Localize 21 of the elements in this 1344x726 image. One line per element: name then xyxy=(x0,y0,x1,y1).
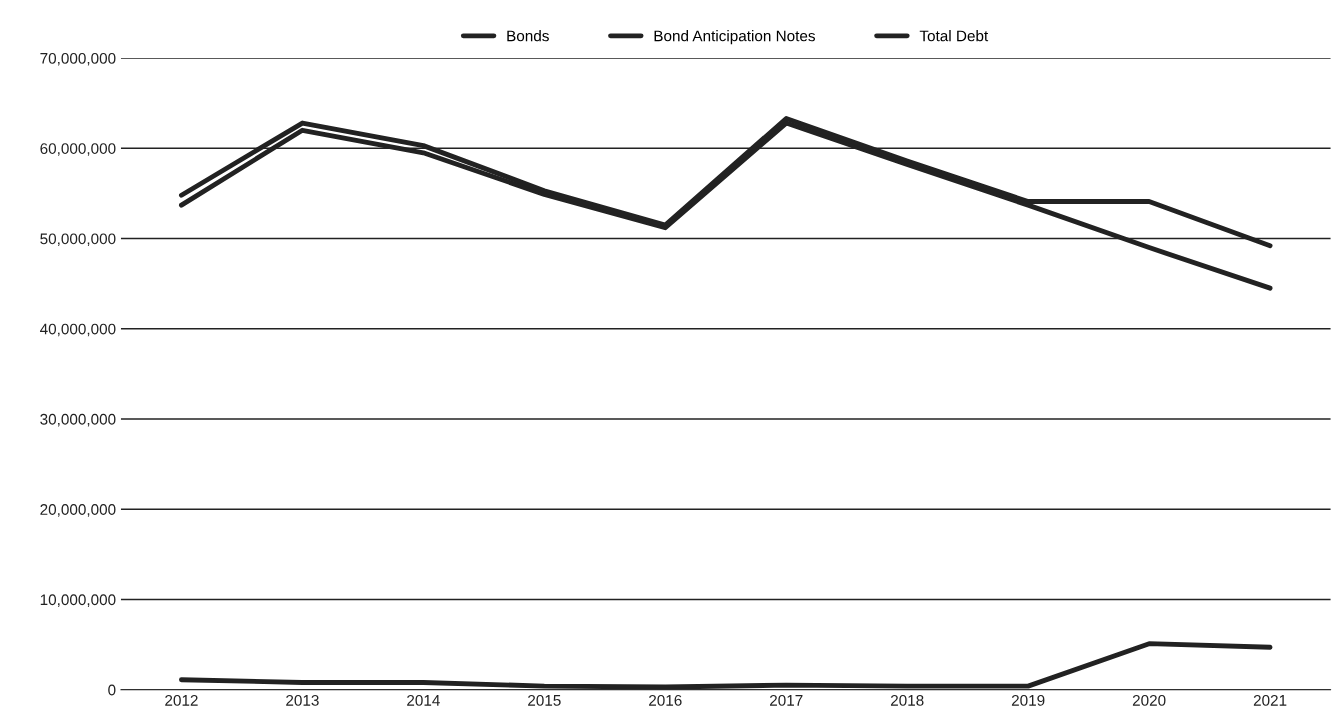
legend-label: Bond Anticipation Notes xyxy=(654,30,815,45)
y-tick-label: 30,000,000 xyxy=(40,413,116,427)
x-tick-label: 2013 xyxy=(286,694,319,706)
x-tick-label: 2015 xyxy=(528,694,561,706)
y-tick-label: 0 xyxy=(108,684,116,696)
x-tick-label: 2020 xyxy=(1132,694,1166,706)
y-tick-label: 50,000,000 xyxy=(40,233,116,247)
x-tick-label: 2018 xyxy=(890,694,924,706)
legend-label: Total Debt xyxy=(919,30,989,42)
y-tick-label: 10,000,000 xyxy=(40,594,116,607)
x-tick-label: 2012 xyxy=(165,694,198,706)
x-tick-label: 2014 xyxy=(407,694,440,706)
x-tick-label: 2016 xyxy=(649,694,682,706)
y-tick-label: 60,000,000 xyxy=(40,143,116,156)
x-tick-label: 2021 xyxy=(1253,694,1287,706)
y-tick-label: 20,000,000 xyxy=(40,504,116,517)
legend-label: Bonds xyxy=(507,30,549,42)
y-tick-label: 40,000,000 xyxy=(39,323,116,337)
y-tick-label: 70,000,000 xyxy=(40,52,116,66)
x-tick-label: 2019 xyxy=(1011,694,1045,706)
x-tick-label: 2017 xyxy=(770,694,803,706)
